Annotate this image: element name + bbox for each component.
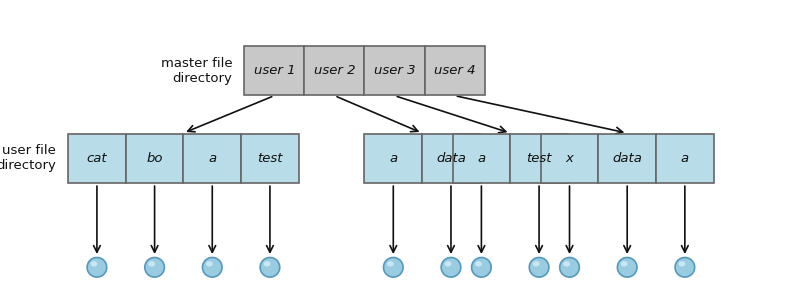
Bar (183, 134, 241, 183)
Text: cat: cat (87, 152, 107, 165)
Text: user 4: user 4 (434, 64, 475, 77)
Bar (598, 134, 656, 183)
Bar (510, 134, 568, 183)
Text: test: test (257, 152, 283, 165)
Ellipse shape (621, 261, 628, 267)
Ellipse shape (203, 257, 222, 277)
Text: user 1: user 1 (254, 64, 295, 77)
Bar (453, 134, 510, 183)
Ellipse shape (206, 261, 213, 267)
Ellipse shape (91, 261, 98, 267)
Bar (364, 134, 422, 183)
Ellipse shape (264, 261, 271, 267)
Ellipse shape (529, 257, 549, 277)
Text: bo: bo (147, 152, 163, 165)
Text: data: data (436, 152, 466, 165)
Text: a: a (389, 152, 397, 165)
Bar (244, 46, 304, 95)
Ellipse shape (618, 257, 637, 277)
Ellipse shape (384, 257, 403, 277)
Text: x: x (566, 152, 574, 165)
Text: master file
directory: master file directory (161, 56, 232, 85)
Ellipse shape (533, 261, 540, 267)
Text: user 3: user 3 (374, 64, 415, 77)
Ellipse shape (145, 257, 164, 277)
Ellipse shape (387, 261, 394, 267)
Ellipse shape (475, 261, 482, 267)
Ellipse shape (678, 261, 686, 267)
Ellipse shape (441, 257, 461, 277)
Text: a: a (681, 152, 689, 165)
Text: test: test (526, 152, 552, 165)
Text: user file
directory: user file directory (0, 144, 56, 172)
Bar (364, 46, 425, 95)
Bar (241, 134, 299, 183)
Ellipse shape (87, 257, 107, 277)
Ellipse shape (560, 257, 579, 277)
Bar (422, 134, 480, 183)
Text: data: data (612, 152, 642, 165)
Bar (304, 46, 364, 95)
Ellipse shape (260, 257, 280, 277)
Ellipse shape (675, 257, 694, 277)
Bar (425, 46, 485, 95)
Text: a: a (477, 152, 485, 165)
Bar (68, 134, 126, 183)
Ellipse shape (472, 257, 491, 277)
Bar (656, 134, 714, 183)
Ellipse shape (148, 261, 155, 267)
Ellipse shape (563, 261, 570, 267)
Bar (126, 134, 183, 183)
Bar (541, 134, 598, 183)
Text: user 2: user 2 (314, 64, 355, 77)
Ellipse shape (445, 261, 452, 267)
Text: a: a (208, 152, 216, 165)
